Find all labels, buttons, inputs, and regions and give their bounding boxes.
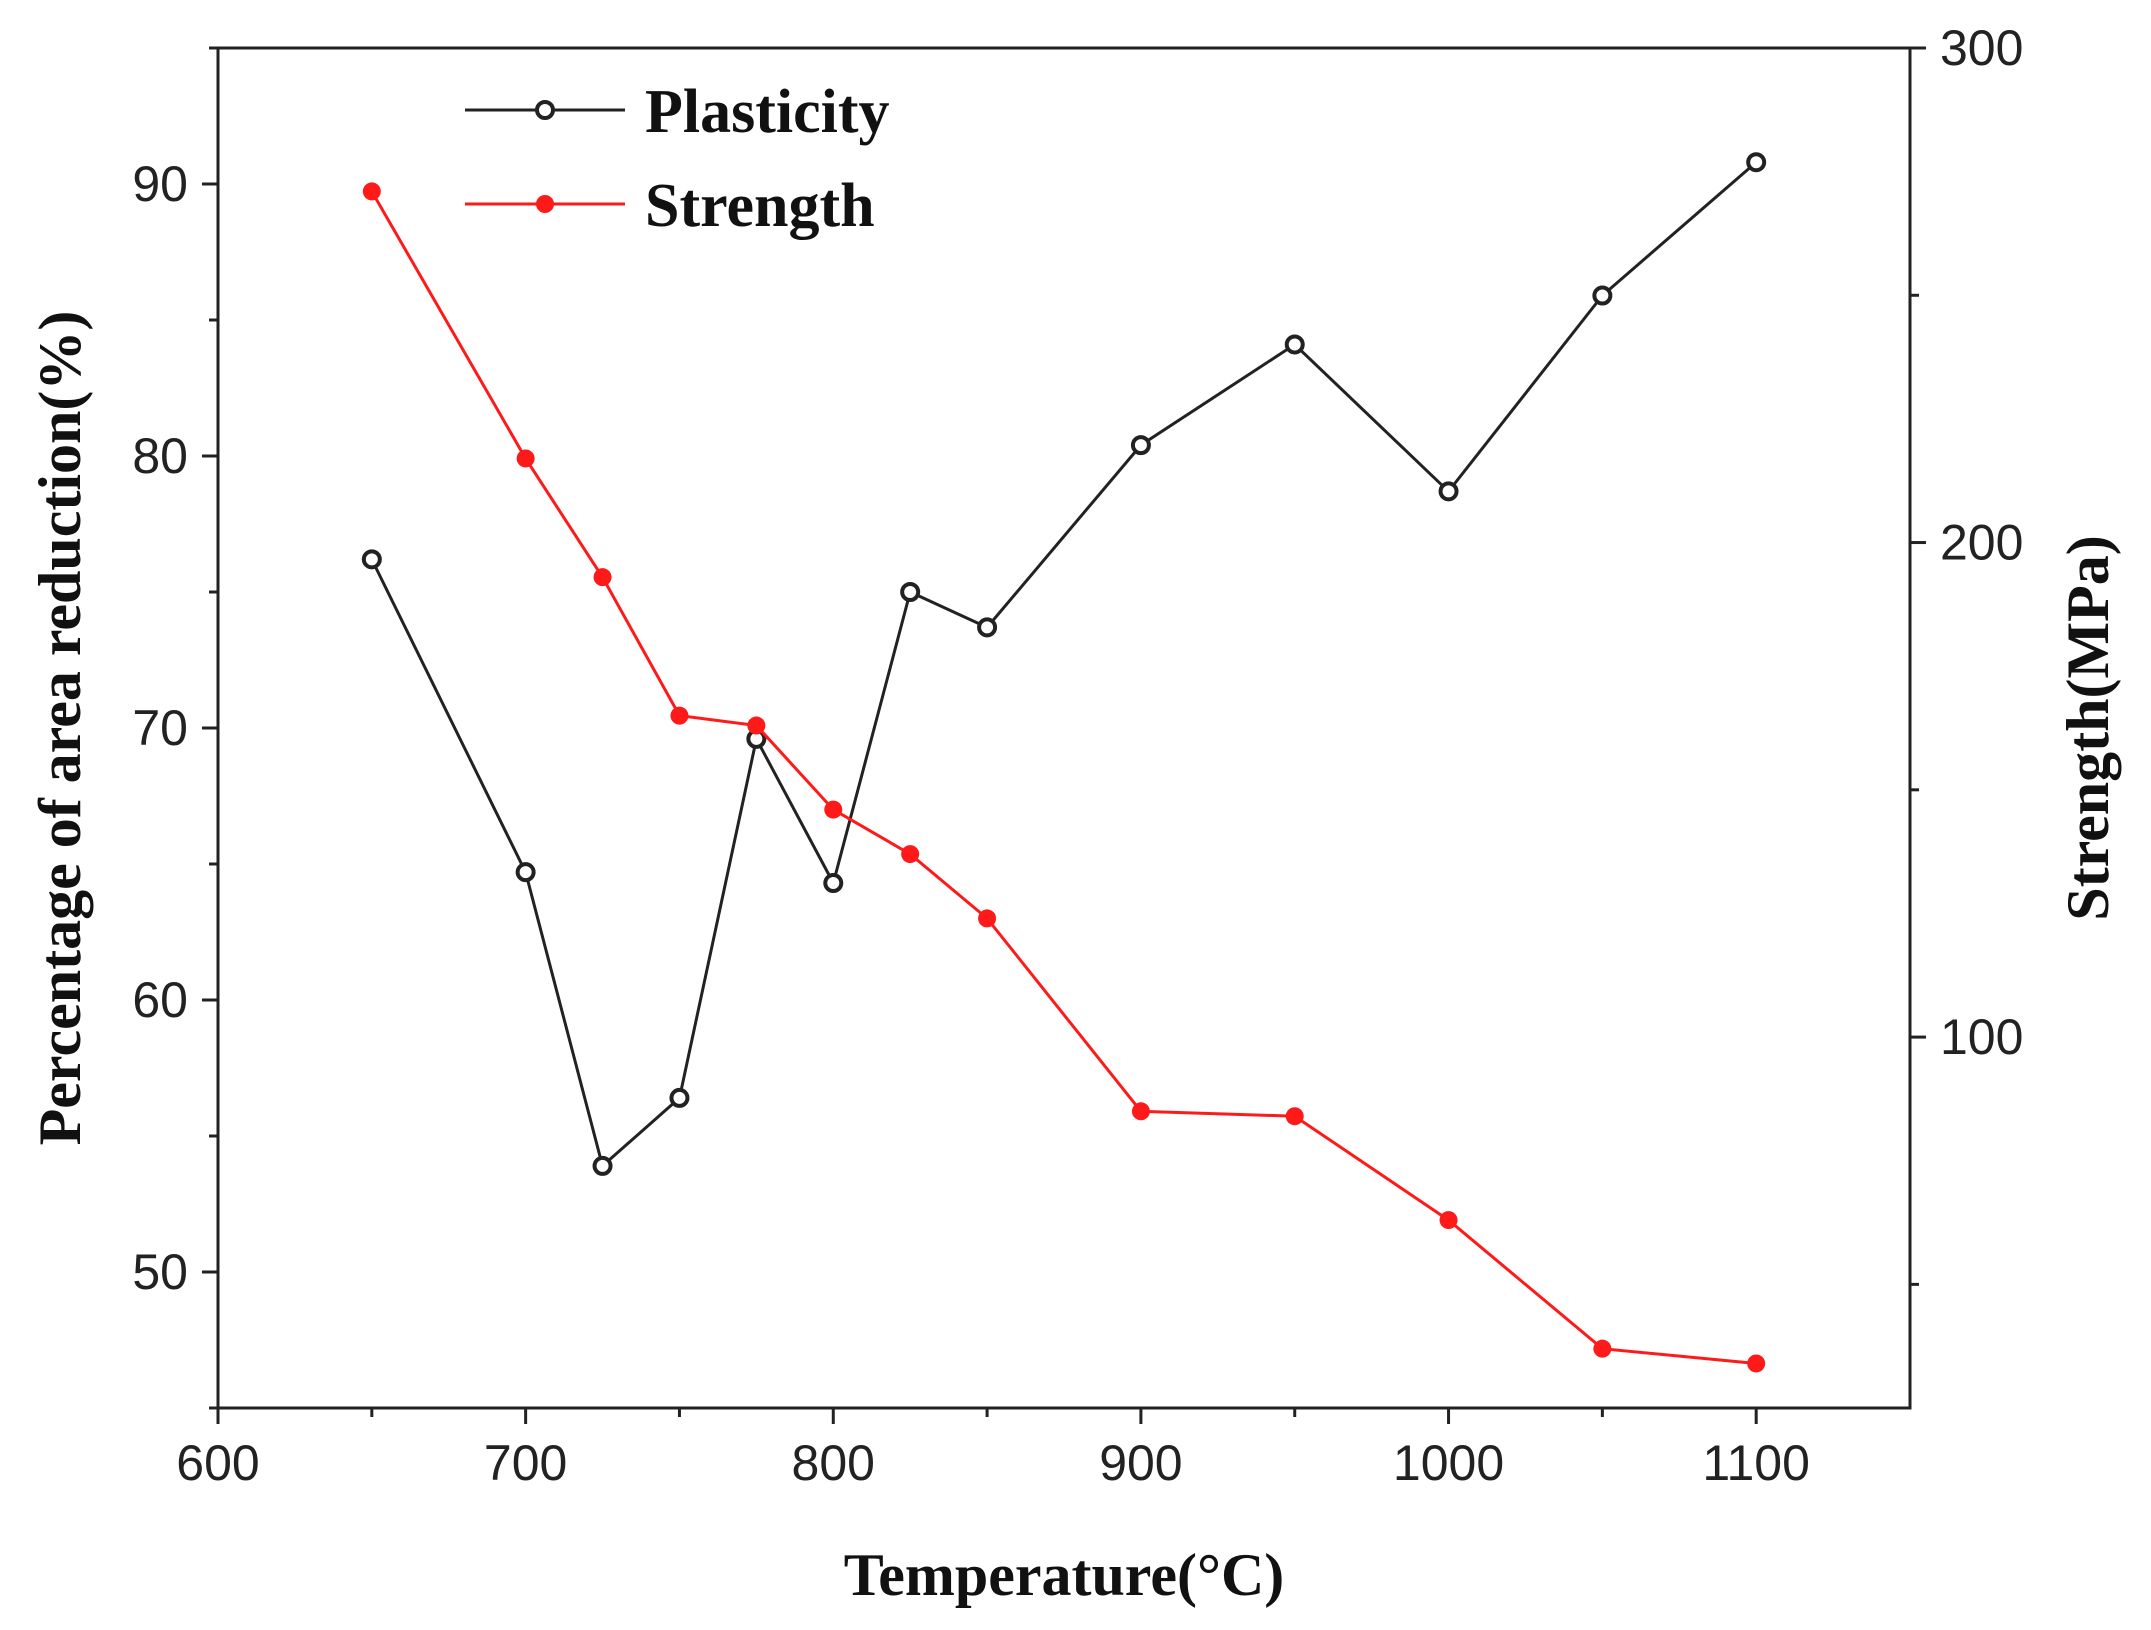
x-tick-label: 1100 [1702,1435,1810,1491]
y2-tick-label: 200 [1940,515,2023,571]
data-point-plasticity [515,862,536,883]
data-point-strength [362,182,381,201]
data-point-plasticity [977,617,998,638]
data-point-strength [1439,1211,1458,1230]
legend-label-strength: Strength [645,172,875,240]
y-tick-label: 90 [132,156,188,212]
x-tick-label: 1000 [1393,1435,1504,1491]
data-point-strength [1131,1102,1150,1121]
plot-area [216,46,1912,1410]
y-axis-title-right: Strength(MPa) [2055,535,2121,921]
data-point-strength [901,845,920,864]
data-point-strength [978,909,997,928]
y-axis-title-left: Percentage of area reduction(%) [27,311,93,1146]
data-point-strength [516,449,535,468]
data-point-plasticity [1130,435,1151,456]
data-point-strength [1593,1339,1612,1358]
x-tick-label: 600 [176,1435,259,1491]
data-point-strength [747,716,766,735]
data-point-strength [593,568,612,587]
data-point-plasticity [361,549,382,570]
x-tick-label: 700 [484,1435,567,1491]
data-point-plasticity [1592,285,1613,306]
legend-marker-plasticity [535,100,555,120]
axes: 600 700 800 900 1000 1100 50 60 70 80 90 100 200 300 [132,20,2023,1491]
data-point-plasticity [1746,152,1767,173]
legend: Plasticity Strength [465,78,890,240]
legend-marker-strength [536,195,554,213]
y-tick-label: 60 [132,972,188,1028]
x-tick-label: 800 [792,1435,875,1491]
series-line-strength [370,190,1757,1365]
series-layer [361,152,1767,1373]
data-point-plasticity [1284,334,1305,355]
data-point-plasticity [900,582,921,602]
data-point-strength [1747,1354,1766,1373]
x-tick-label: 900 [1099,1435,1182,1491]
y2-tick-label: 100 [1940,1009,2023,1065]
data-point-plasticity [823,873,844,894]
data-point-strength [1285,1107,1304,1126]
data-point-plasticity [1438,481,1459,502]
x-axis-title: Temperature(°C) [844,1542,1285,1608]
data-point-plasticity [669,1087,690,1108]
legend-label-plasticity: Plasticity [645,78,890,146]
y-tick-label: 70 [132,700,188,756]
data-point-plasticity [592,1155,613,1176]
data-point-strength [824,800,843,819]
y2-tick-label: 300 [1940,20,2023,76]
data-point-strength [670,706,689,725]
y-tick-label: 80 [132,428,188,484]
y-tick-label: 50 [132,1244,188,1300]
